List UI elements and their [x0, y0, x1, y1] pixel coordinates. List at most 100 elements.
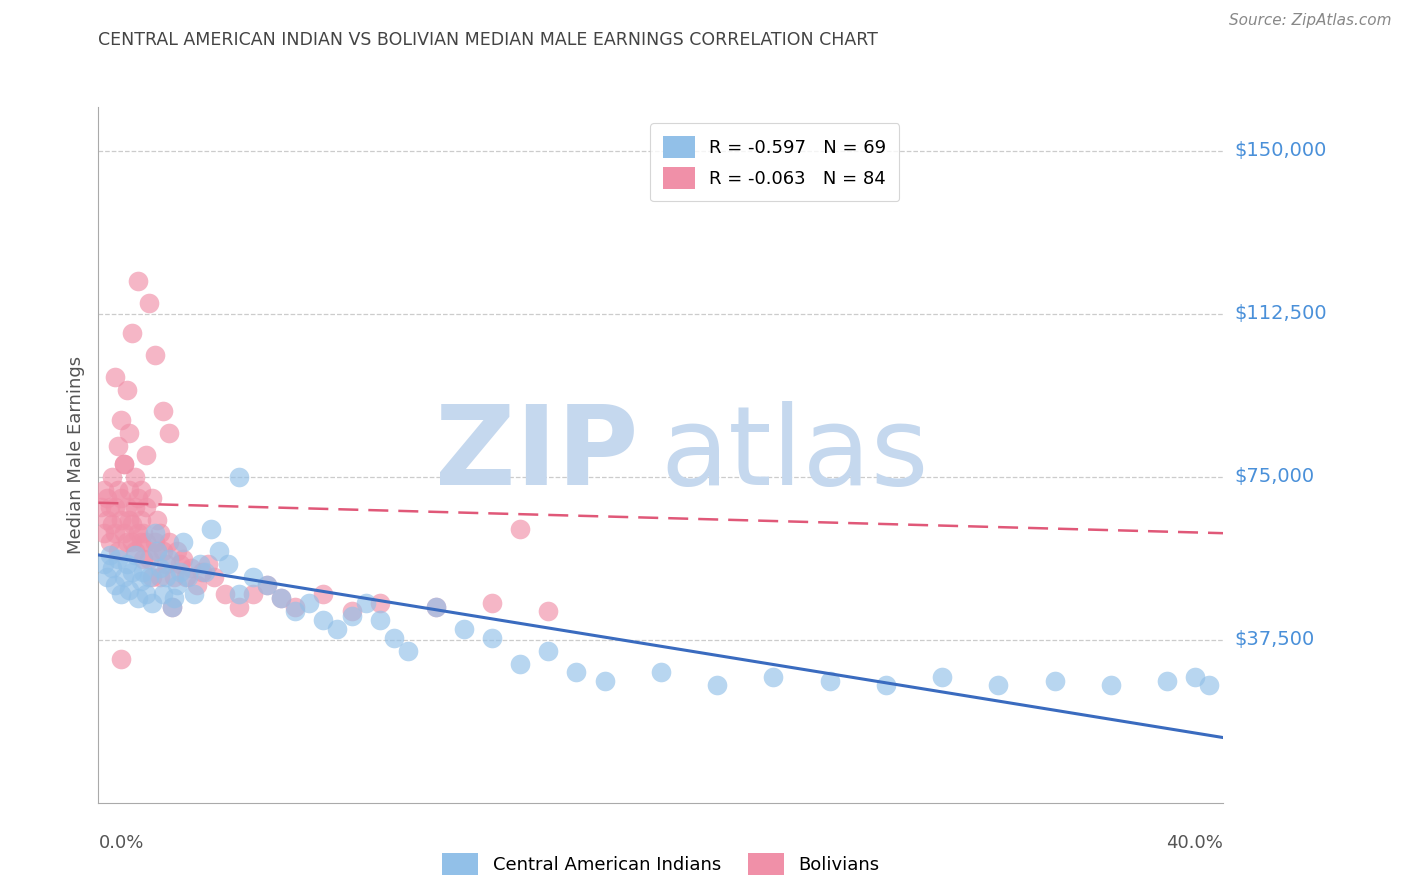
Point [138, 570, 160, 584]
Point [124, 543, 146, 558]
Point [141, 596, 163, 610]
Point [118, 513, 141, 527]
Point [157, 535, 180, 549]
Point [152, 587, 174, 601]
Point [256, 578, 278, 592]
Text: 40.0%: 40.0% [1167, 834, 1223, 852]
Point [112, 570, 135, 584]
Point [382, 631, 405, 645]
Text: ZIP: ZIP [434, 401, 638, 508]
Point [228, 600, 250, 615]
Point [312, 613, 335, 627]
Point [96, 570, 118, 584]
Point [256, 578, 278, 592]
Point [149, 526, 172, 541]
Point [186, 578, 208, 592]
Point [214, 587, 236, 601]
Point [875, 678, 897, 692]
Point [110, 652, 132, 666]
Point [146, 543, 169, 558]
Point [118, 582, 141, 597]
Point [143, 526, 166, 541]
Point [160, 600, 183, 615]
Point [481, 631, 503, 645]
Point [118, 483, 141, 497]
Point [312, 587, 335, 601]
Point [112, 457, 135, 471]
Point [141, 491, 163, 506]
Point [104, 578, 127, 592]
Point [509, 522, 531, 536]
Point [110, 587, 132, 601]
Point [115, 557, 138, 571]
Point [93, 483, 115, 497]
Point [172, 552, 194, 566]
Point [98, 500, 121, 514]
Point [124, 548, 146, 562]
Point [202, 570, 225, 584]
Point [129, 483, 152, 497]
Point [146, 513, 169, 527]
Point [112, 457, 135, 471]
Point [107, 439, 129, 453]
Point [127, 274, 149, 288]
Point [818, 674, 841, 689]
Point [177, 570, 200, 584]
Point [228, 469, 250, 483]
Point [270, 591, 292, 606]
Point [132, 566, 155, 580]
Point [115, 535, 138, 549]
Y-axis label: Median Male Earnings: Median Male Earnings [66, 356, 84, 554]
Point [174, 570, 197, 584]
Point [537, 605, 560, 619]
Text: CENTRAL AMERICAN INDIAN VS BOLIVIAN MEDIAN MALE EARNINGS CORRELATION CHART: CENTRAL AMERICAN INDIAN VS BOLIVIAN MEDI… [98, 31, 879, 49]
Point [537, 643, 560, 657]
Point [132, 526, 155, 541]
Text: Source: ZipAtlas.com: Source: ZipAtlas.com [1229, 13, 1392, 29]
Point [180, 561, 202, 575]
Point [98, 535, 121, 549]
Point [987, 678, 1010, 692]
Point [1198, 678, 1220, 692]
Point [157, 552, 180, 566]
Point [121, 326, 143, 341]
Point [565, 665, 588, 680]
Point [188, 557, 211, 571]
Point [96, 513, 118, 527]
Point [169, 566, 191, 580]
Point [146, 543, 169, 558]
Point [138, 552, 160, 566]
Point [152, 404, 174, 418]
Text: $150,000: $150,000 [1234, 141, 1327, 160]
Point [228, 587, 250, 601]
Text: $75,000: $75,000 [1234, 467, 1315, 486]
Point [1043, 674, 1066, 689]
Point [110, 413, 132, 427]
Point [166, 543, 188, 558]
Point [242, 570, 264, 584]
Point [124, 500, 146, 514]
Point [160, 600, 183, 615]
Point [396, 643, 419, 657]
Point [183, 587, 205, 601]
Point [197, 557, 219, 571]
Point [107, 483, 129, 497]
Point [107, 543, 129, 558]
Point [191, 566, 214, 580]
Point [96, 491, 118, 506]
Point [143, 348, 166, 362]
Point [326, 622, 349, 636]
Point [1099, 678, 1122, 692]
Point [127, 591, 149, 606]
Point [129, 513, 152, 527]
Point [107, 552, 129, 566]
Point [104, 500, 127, 514]
Point [762, 670, 785, 684]
Point [425, 600, 447, 615]
Point [425, 600, 447, 615]
Point [155, 557, 177, 571]
Point [242, 587, 264, 601]
Point [200, 522, 222, 536]
Point [208, 543, 231, 558]
Legend: Central American Indians, Bolivians: Central American Indians, Bolivians [433, 844, 889, 884]
